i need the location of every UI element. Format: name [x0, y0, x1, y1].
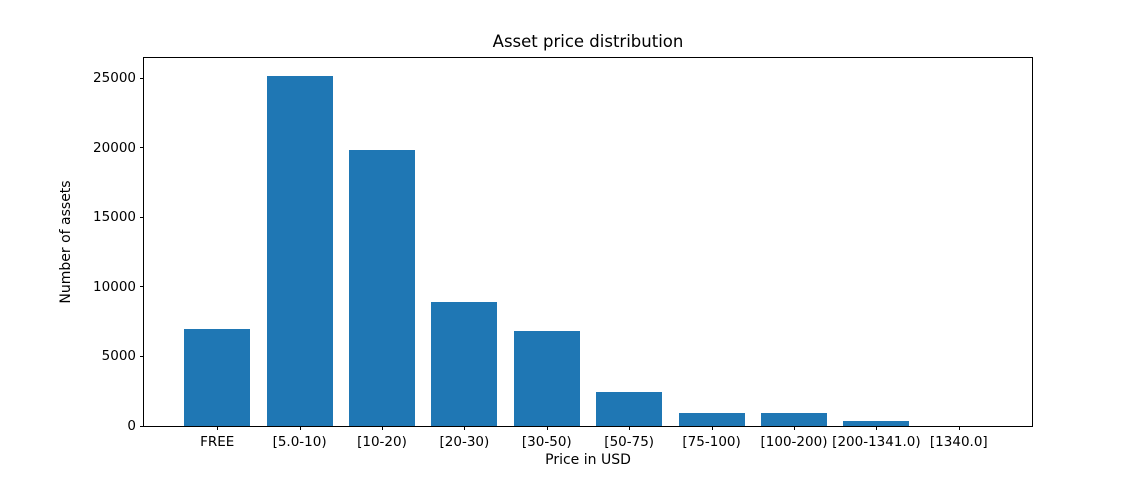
- bar-[50-75): [596, 391, 663, 426]
- x-tick-label: [20-30): [439, 434, 490, 450]
- y-tick-label: 5000: [101, 348, 136, 365]
- bar-[100-200): [761, 413, 827, 426]
- y-tick-mark: [140, 77, 144, 79]
- x-tick-mark: [382, 426, 383, 430]
- y-tick-label: 15000: [93, 209, 136, 226]
- x-tick-label: [5.0-10): [272, 434, 327, 450]
- y-tick-label: 25000: [93, 70, 136, 87]
- x-axis-label: Price in USD: [545, 452, 631, 468]
- x-tick-label: [200-1341.0): [832, 434, 921, 450]
- bar-[10-20): [349, 149, 415, 426]
- y-tick-mark: [140, 216, 144, 218]
- x-tick-mark: [464, 426, 466, 430]
- x-tick-mark: [546, 426, 548, 430]
- y-tick-label: 10000: [93, 278, 136, 295]
- x-tick-label: [50-75): [604, 434, 655, 450]
- bar-[20-30): [431, 302, 498, 426]
- y-tick-mark: [140, 147, 144, 149]
- bar-[5.0-10): [266, 75, 333, 426]
- bar-FREE: [184, 328, 251, 426]
- y-axis-label: Number of assets: [58, 180, 74, 304]
- x-tick-label: FREE: [200, 434, 235, 450]
- x-tick-label: [100-200): [760, 434, 828, 450]
- x-tick-label: [75-100): [682, 434, 741, 450]
- x-tick-label: [10-20): [357, 434, 407, 450]
- x-tick-mark: [217, 426, 219, 430]
- x-tick-label: [1340.0]: [929, 434, 988, 450]
- plot-area: FREE [5.0-10) [10-20) [20-30) [30-50) [50-75)…: [93, 57, 1033, 450]
- bar-[200-1341.0): [843, 421, 910, 426]
- x-tick-mark: [629, 426, 631, 430]
- y-tick-label: 20000: [93, 139, 136, 156]
- y-tick-label: 0: [127, 418, 136, 434]
- x-tick-mark: [794, 426, 795, 430]
- x-tick-label: [30-50): [521, 434, 572, 450]
- chart-title: Asset price distribution: [492, 32, 684, 51]
- x-tick-mark: [711, 426, 713, 430]
- y-tick-mark: [140, 425, 144, 427]
- bar-[30-50): [513, 330, 580, 426]
- y-tick-mark: [140, 355, 144, 357]
- bar-[75-100): [678, 413, 745, 426]
- x-tick-mark: [876, 426, 878, 430]
- y-tick-mark: [140, 286, 144, 288]
- x-tick-mark: [958, 426, 960, 430]
- x-tick-mark: [299, 426, 301, 430]
